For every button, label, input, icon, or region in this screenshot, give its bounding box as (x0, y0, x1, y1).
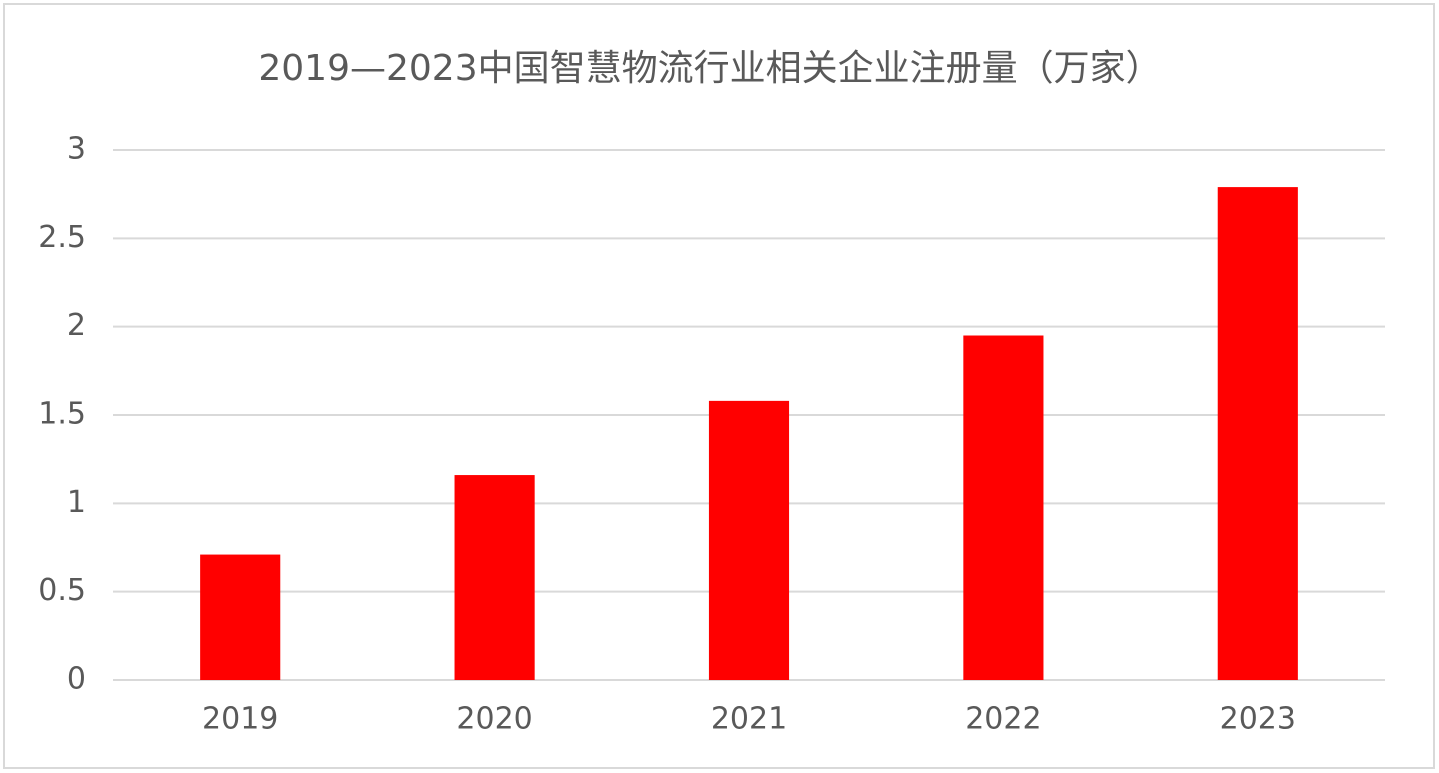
bar (454, 475, 535, 680)
y-tick-label: 2.5 (38, 220, 86, 255)
y-tick-label: 0.5 (38, 573, 86, 608)
bar (708, 400, 790, 680)
x-tick-label: 2020 (456, 702, 532, 737)
x-tick-label: 2023 (1220, 702, 1296, 737)
y-tick-label: 0 (67, 662, 86, 697)
bar (1217, 187, 1298, 680)
y-tick-label: 1 (67, 485, 86, 520)
y-tick-label: 1.5 (38, 397, 86, 432)
y-tick-label: 2 (67, 308, 86, 343)
x-tick-label: 2021 (711, 702, 787, 737)
bar (963, 335, 1044, 680)
x-tick-label: 2019 (202, 702, 278, 737)
bar (200, 554, 281, 680)
y-tick-label: 3 (67, 132, 86, 167)
chart-title: 2019—2023中国智慧物流行业相关企业注册量（万家） (258, 48, 1161, 89)
x-tick-label: 2022 (965, 702, 1041, 737)
